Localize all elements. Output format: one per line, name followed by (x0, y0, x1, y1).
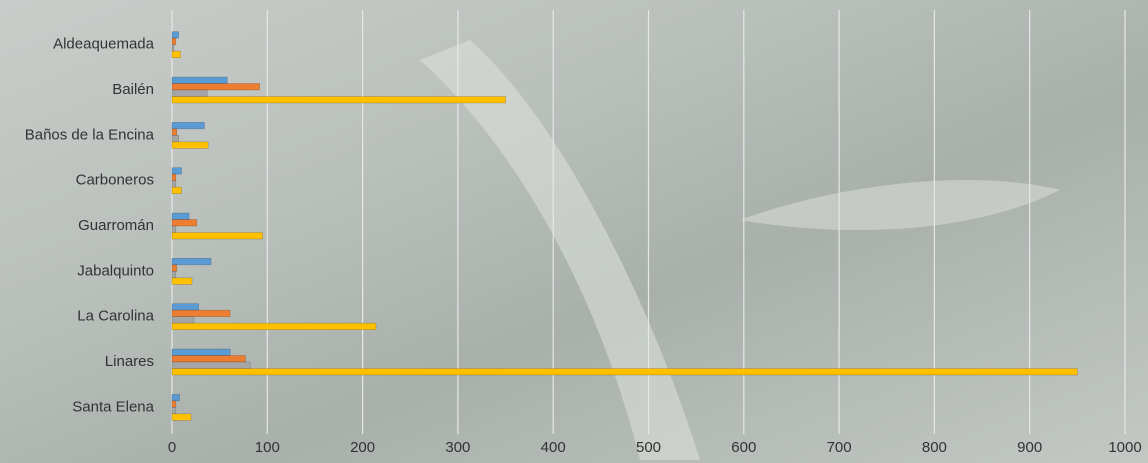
bar (171, 264, 178, 272)
y-tick-label: Linares (105, 353, 154, 370)
y-tick-label: La Carolina (77, 308, 154, 325)
bar (171, 173, 177, 181)
bar (171, 76, 228, 84)
bar (171, 96, 506, 104)
bar (171, 232, 263, 240)
bar (171, 271, 177, 279)
x-tick-label: 1000 (1108, 439, 1141, 456)
x-tick-label: 700 (827, 439, 852, 456)
x-tick-label: 500 (636, 439, 661, 456)
x-tick-label: 0 (168, 439, 176, 456)
bar (171, 361, 251, 369)
bar (171, 44, 175, 52)
y-tick-label: Aldeaquemada (53, 36, 155, 53)
bar (171, 167, 182, 175)
bar (171, 186, 182, 194)
y-tick-label: Jabalquinto (77, 262, 154, 279)
x-tick-label: 800 (922, 439, 947, 456)
bar (171, 407, 177, 415)
y-tick-label: Guarromán (78, 217, 154, 234)
y-tick-label: Baños de la Encina (25, 126, 155, 143)
background-leaf (740, 180, 1060, 230)
bar (171, 180, 177, 188)
x-tick-label: 400 (541, 439, 566, 456)
bar (171, 348, 231, 356)
bar (171, 277, 193, 285)
bar (171, 355, 246, 363)
bar (171, 400, 177, 408)
bar (171, 37, 177, 45)
bar (171, 50, 181, 58)
plot-area: 0 100 200 300 400 500 600 700 800 900 1000 Aldeaque… (25, 10, 1142, 456)
bar (171, 212, 190, 220)
bar (171, 83, 260, 91)
x-tick-label: 600 (731, 439, 756, 456)
bar (171, 258, 212, 266)
bar (171, 394, 180, 402)
bar (171, 413, 192, 421)
bar (171, 303, 199, 311)
bar (171, 128, 178, 136)
bar (171, 316, 195, 324)
y-tick-label: Bailén (112, 81, 154, 98)
y-tick-label: Santa Elena (72, 398, 154, 415)
x-tick-label: 900 (1017, 439, 1042, 456)
bar (171, 219, 198, 227)
y-tick-label: Carboneros (76, 172, 154, 189)
bar (171, 368, 1078, 376)
bar (171, 322, 377, 330)
x-tick-label: 200 (350, 439, 375, 456)
bar (171, 122, 205, 130)
bar (171, 31, 179, 39)
x-tick-label: 300 (445, 439, 470, 456)
bar (171, 141, 209, 149)
bar (171, 89, 208, 97)
bar (171, 225, 177, 233)
x-tick-label: 100 (255, 439, 280, 456)
bar (171, 309, 231, 317)
background-leaf (420, 40, 700, 460)
bar (171, 135, 179, 143)
